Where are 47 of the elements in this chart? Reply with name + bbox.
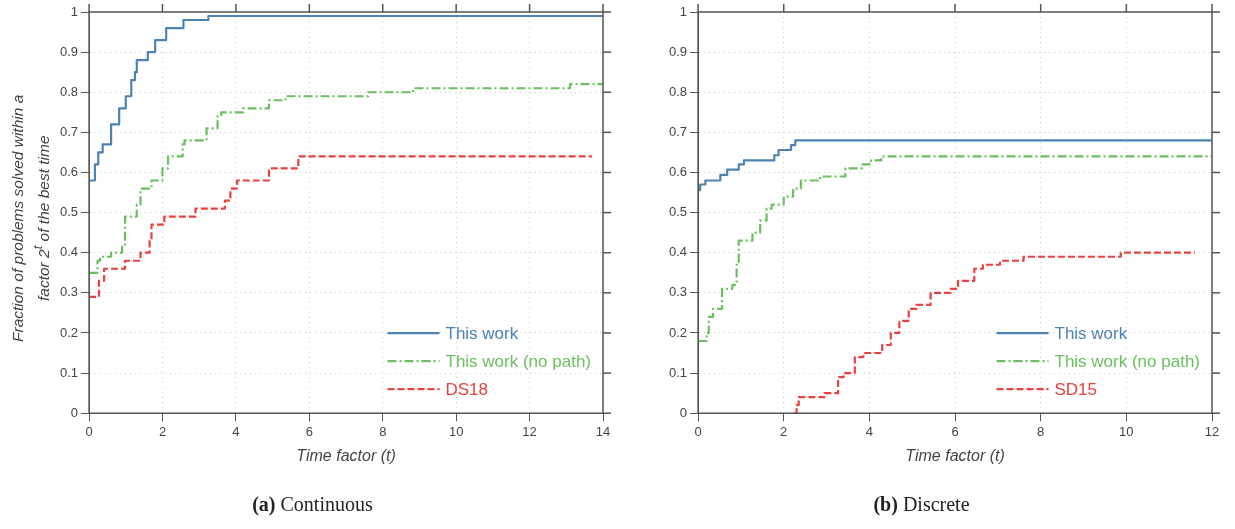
x-tick-label: 8 [379,423,387,439]
y-tick-label: 0.3 [668,284,688,300]
legend-label: This work [1054,323,1128,343]
y-tick-label: 0.2 [59,324,79,340]
text: (b) Discrete [872,493,971,516]
legend-label: This work (no path) [445,351,591,371]
y-tick-label: 0.6 [668,164,688,180]
y-tick-label: 0 [70,404,79,420]
y-tick-label: 0.5 [668,204,688,220]
y-tick-label: 0.5 [59,204,79,220]
x-tick-label: 4 [232,423,240,439]
y-tick-label: 1 [679,3,688,19]
y-tick-label: 0.8 [668,83,688,99]
x-tick-label: 6 [305,423,313,439]
legend-label: SD15 [1054,379,1098,399]
y-tick-label: 0.9 [668,43,688,59]
y-tick-label: 0.7 [668,123,688,139]
y-tick-label: 0.4 [59,244,79,260]
y-tick-label: 0.6 [59,164,79,180]
y-tick-label: 0.1 [59,364,79,380]
x-tick-label: 12 [1204,423,1220,439]
x-tick-label: 0 [694,423,702,439]
legend-label: This work [445,323,519,343]
x-tick-label: 8 [1037,423,1045,439]
y-tick-label: 0.2 [668,324,688,340]
x-axis-title: Time factor (t) [296,446,396,464]
legend-label: This work (no path) [1054,351,1200,371]
x-tick-label: 6 [951,423,959,439]
y-tick-label: 1 [70,3,79,19]
text: (a) Continuous [251,493,374,516]
x-tick-label: 2 [158,423,167,439]
y-tick-label: 0.3 [59,284,79,300]
x-tick-label: 14 [595,423,611,439]
x-axis-title: Time factor (t) [905,446,1005,464]
y-tick-label: 0.9 [59,43,79,59]
x-tick-label: 12 [522,423,537,439]
x-tick-label: 0 [85,423,93,439]
y-tick-label: 0 [679,404,688,420]
x-tick-label: 10 [1119,423,1134,439]
x-tick-label: 4 [865,423,873,439]
y-tick-label: 0.1 [668,364,688,380]
y-tick-label: 0.7 [59,123,79,139]
x-tick-label: 2 [780,423,788,439]
x-tick-label: 10 [448,423,464,439]
y-tick-label: 0.8 [59,83,79,99]
y-tick-label: 0.4 [668,244,688,260]
legend-label: DS18 [445,379,489,399]
